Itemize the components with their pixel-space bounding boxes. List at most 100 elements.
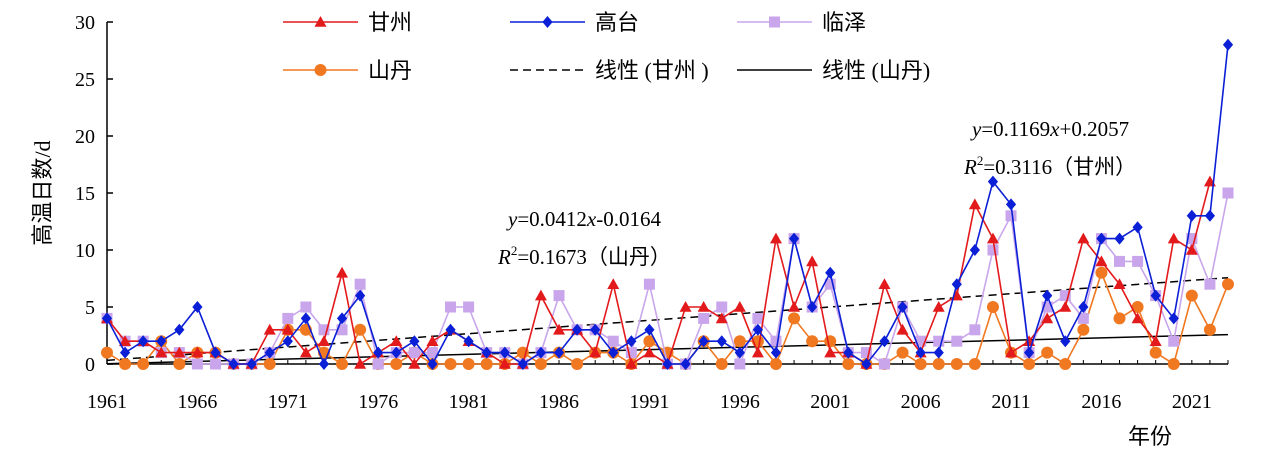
x-tick-label: 2021 (1172, 391, 1212, 413)
data-point-linze (752, 312, 764, 324)
data-point-gaotai (156, 335, 167, 348)
data-point-gaotai (843, 346, 854, 359)
data-point-ganzhou (263, 323, 276, 335)
ganzhou-r2: R2=0.3116（甘州） (963, 153, 1136, 179)
data-point-shandan (715, 358, 728, 370)
data-point-gaotai (535, 346, 547, 359)
data-point-gaotai (1042, 289, 1053, 302)
shandan-equation: y=0.0412x-0.0164 (506, 207, 661, 231)
x-tick-label: 1981 (449, 391, 489, 413)
data-point-gaotai (951, 278, 962, 291)
data-point-linze (607, 335, 619, 347)
data-point-shandan (173, 358, 186, 370)
data-point-gaotai (246, 358, 257, 370)
data-point-linze (300, 301, 312, 313)
ganzhou-r-tail: =0.3116（甘州） (983, 155, 1136, 179)
data-point-ganzhou (589, 346, 602, 358)
x-ticks: 1961 1966 1971 1976 1981 1986 1991 1996 2001 2006… (87, 360, 1229, 413)
data-point-gaotai (987, 175, 999, 188)
data-point-shandan (336, 358, 349, 370)
data-point-shandan (354, 323, 367, 336)
data-point-shandan (643, 335, 656, 348)
data-point-gaotai (915, 346, 926, 359)
data-point-linze (1204, 278, 1216, 290)
data-point-gaotai (445, 323, 456, 336)
shandan-sup: 2 (511, 243, 518, 258)
data-point-gaotai (138, 335, 149, 348)
data-point-gaotai (879, 335, 890, 348)
x-tick-label: 2001 (810, 391, 850, 413)
data-point-ganzhou (679, 301, 692, 312)
series-gaotai (101, 38, 1234, 370)
data-point-shandan (932, 358, 945, 370)
data-point-gaotai (897, 301, 908, 313)
data-point-ganzhou (643, 346, 656, 358)
ganzhou-equation: y=0.1169x+0.2057 (970, 117, 1129, 141)
data-point-gaotai (1132, 221, 1143, 234)
data-point-shandan (1131, 301, 1144, 313)
data-point-shandan (137, 358, 150, 370)
data-point-gaotai (517, 358, 528, 370)
data-point-shandan (1077, 323, 1090, 336)
data-point-ganzhou (408, 358, 421, 369)
data-point-gaotai (119, 346, 131, 359)
data-point-shandan (950, 358, 963, 370)
legend-label: 线性 (甘州 ) (595, 58, 709, 83)
data-point-linze (716, 301, 728, 313)
shandan-regression-annotation: y=0.0412x-0.0164 R2=0.1673（山丹） (497, 207, 671, 269)
x-tick-label: 1991 (629, 391, 669, 413)
legend-item-4: 山丹 (283, 58, 412, 83)
data-point-shandan (444, 358, 457, 370)
data-point-linze (643, 278, 655, 290)
data-point-ganzhou (751, 346, 764, 358)
data-point-shandan (263, 358, 276, 370)
data-point-ganzhou (806, 255, 819, 267)
data-point-linze (336, 324, 348, 336)
data-point-linze (625, 347, 637, 359)
data-point-gaotai (101, 312, 113, 325)
data-point-linze (860, 347, 872, 359)
legend-marker (769, 16, 780, 28)
data-point-linze (698, 312, 710, 324)
y-tick-label: 10 (75, 240, 95, 262)
data-point-gaotai (463, 335, 474, 348)
y-tick-label: 15 (75, 183, 95, 205)
data-point-gaotai (499, 346, 510, 359)
data-point-shandan (101, 346, 113, 359)
data-point-linze (824, 278, 836, 290)
data-point-linze (770, 335, 782, 347)
data-point-linze (1186, 233, 1198, 245)
ganzhou-r: R (963, 155, 977, 179)
data-point-ganzhou (1005, 346, 1018, 358)
x-tick-label: 2016 (1081, 391, 1121, 413)
data-point-gaotai (662, 358, 673, 370)
data-point-ganzhou (336, 266, 349, 278)
data-point-ganzhou (1167, 232, 1180, 244)
data-point-ganzhou (1185, 244, 1198, 255)
legend-item-5: 线性 (甘州 ) (510, 58, 709, 83)
data-point-linze (282, 312, 294, 324)
data-point-gaotai (626, 335, 637, 348)
data-point-shandan (1222, 278, 1234, 291)
data-point-shandan (462, 358, 475, 370)
series (101, 38, 1234, 370)
data-point-shandan (1203, 323, 1216, 336)
data-point-gaotai (770, 346, 782, 359)
x-tick-label: 1986 (539, 391, 579, 413)
data-point-shandan (914, 358, 927, 370)
ganzhou-eq-x: x (1049, 117, 1060, 141)
data-point-ganzhou (986, 232, 999, 244)
data-point-gaotai (1204, 209, 1216, 222)
data-point-gaotai (861, 358, 872, 370)
data-point-linze (463, 301, 475, 313)
data-point-gaotai (1005, 198, 1017, 211)
legend-marker (314, 64, 327, 76)
data-point-ganzhou (534, 289, 547, 301)
data-point-ganzhou (281, 323, 294, 335)
data-point-gaotai (608, 346, 619, 359)
legend-marker (542, 16, 553, 28)
data-point-linze (1059, 290, 1071, 302)
data-point-linze (318, 324, 330, 336)
data-point-linze (1168, 335, 1180, 347)
data-point-gaotai (807, 301, 818, 313)
